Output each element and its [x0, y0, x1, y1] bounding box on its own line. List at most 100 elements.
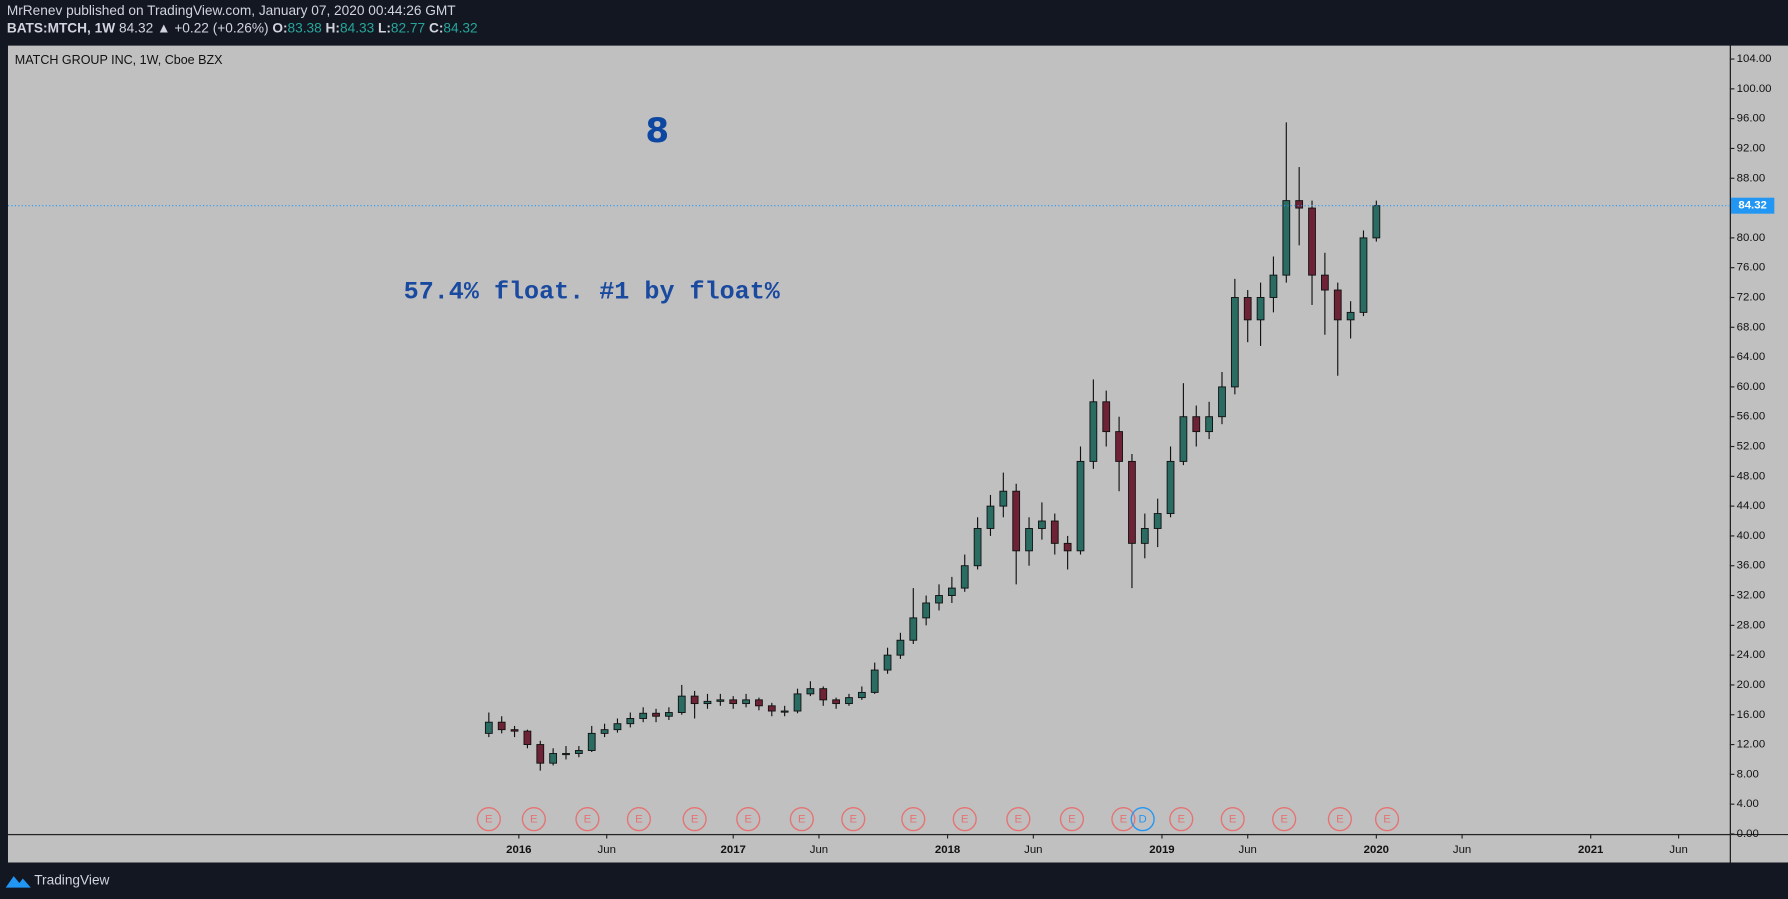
- y-tick-label: 64.00: [1737, 351, 1766, 363]
- candle-body: [1192, 416, 1201, 433]
- candle-body: [986, 505, 995, 529]
- x-tick-label: 2021: [1578, 844, 1604, 856]
- x-tick-label: 2018: [935, 844, 960, 856]
- candle-body: [960, 565, 969, 589]
- event-marker: [1220, 807, 1245, 832]
- y-tick-label: 88.00: [1737, 172, 1766, 184]
- event-marker: [1130, 807, 1155, 832]
- candle-body: [536, 744, 545, 764]
- change: ▲ +0.22 (+0.26%): [157, 20, 269, 35]
- y-tick-label: 104.00: [1737, 53, 1772, 65]
- l-value: 82.77: [391, 20, 425, 35]
- candle-body: [574, 750, 583, 754]
- candle-body: [1295, 200, 1304, 209]
- candle-body: [1321, 274, 1329, 291]
- x-tick-label: 2016: [506, 844, 531, 856]
- event-label: E: [744, 814, 752, 826]
- h-value: 84.33: [340, 20, 374, 35]
- event-label: E: [798, 814, 806, 826]
- y-tick-label: 68.00: [1737, 321, 1766, 333]
- event-label: E: [961, 814, 969, 826]
- candle-body: [523, 730, 532, 746]
- y-tick-label: 48.00: [1737, 470, 1766, 482]
- candle-body: [677, 695, 686, 713]
- candle-body: [639, 712, 648, 719]
- event-marker: [736, 807, 761, 832]
- event-marker: [626, 807, 651, 832]
- candle-body: [935, 595, 943, 604]
- c-label: C:: [429, 20, 443, 35]
- y-tick-label: 4.00: [1737, 798, 1759, 810]
- y-tick-label: 36.00: [1737, 560, 1766, 572]
- candle-body: [909, 617, 918, 641]
- event-label: E: [530, 814, 538, 826]
- y-tick-label: 76.00: [1737, 262, 1766, 274]
- event-marker: [952, 807, 977, 832]
- candle-body: [845, 697, 853, 705]
- candle-body: [1025, 528, 1033, 552]
- event-marker: [575, 807, 600, 832]
- event-marker: [1272, 807, 1297, 832]
- annotation: 8: [645, 111, 669, 151]
- candle-body: [999, 490, 1008, 507]
- x-tick-label: Jun: [598, 844, 616, 856]
- candle-body: [1102, 401, 1111, 433]
- event-label: E: [1068, 814, 1076, 826]
- candle-body: [1243, 297, 1252, 321]
- event-marker: [682, 807, 707, 832]
- h-label: H:: [326, 20, 340, 35]
- y-tick-label: 0.00: [1737, 828, 1759, 840]
- candle-body: [562, 753, 570, 756]
- plot-area: [7, 45, 1730, 834]
- candle-body: [947, 587, 956, 596]
- candle-body: [1230, 297, 1239, 388]
- y-tick-label: 52.00: [1737, 441, 1766, 453]
- candle-body: [497, 721, 506, 731]
- annotation: 57.4% float. #1 by float%: [404, 278, 781, 307]
- candle-body: [1050, 520, 1059, 544]
- event-marker: [1374, 807, 1400, 832]
- event-label: E: [1120, 814, 1128, 826]
- event-marker: [789, 807, 814, 832]
- event-label: E: [1280, 814, 1288, 826]
- last-price-label: 84.32: [1738, 200, 1767, 212]
- candle-body: [870, 669, 879, 693]
- event-label: E: [1336, 814, 1344, 826]
- event-label: E: [909, 814, 917, 826]
- candle-body: [767, 705, 776, 712]
- candle-body: [1076, 460, 1085, 552]
- y-tick-label: 100.00: [1737, 83, 1772, 95]
- symbol: BATS:MTCH, 1W: [7, 20, 115, 35]
- y-tick-label: 28.00: [1737, 619, 1766, 631]
- candle-body: [1308, 207, 1316, 276]
- event-label: E: [1383, 814, 1391, 826]
- candle-body: [1166, 460, 1175, 515]
- x-tick-label: 2019: [1149, 844, 1174, 856]
- time-axis: [7, 835, 1730, 863]
- last-price-box: [1730, 197, 1775, 214]
- logo: [5, 876, 31, 888]
- event-label: E: [1015, 814, 1023, 826]
- y-tick-label: 80.00: [1737, 232, 1766, 244]
- candle-body: [652, 712, 660, 717]
- candle-body: [613, 723, 622, 731]
- x-tick-label: Jun: [1669, 844, 1687, 856]
- candle-body: [1012, 490, 1021, 552]
- event-marker: [1111, 807, 1136, 832]
- publisher: MrRenev published on TradingView.com, Ja…: [7, 3, 456, 18]
- candle-body: [1063, 542, 1072, 552]
- candle-body: [819, 688, 828, 701]
- event-marker: [1327, 807, 1352, 832]
- candle-body: [1140, 528, 1149, 544]
- candle-body: [1346, 311, 1355, 321]
- event-label: E: [1177, 814, 1185, 826]
- candle-body: [922, 602, 931, 619]
- x-tick-label: 2017: [721, 844, 746, 856]
- candle-body: [1269, 274, 1278, 298]
- event-marker: [841, 807, 866, 832]
- candle-body: [896, 639, 905, 656]
- candle-body: [742, 699, 750, 705]
- x-tick-label: Jun: [810, 844, 828, 856]
